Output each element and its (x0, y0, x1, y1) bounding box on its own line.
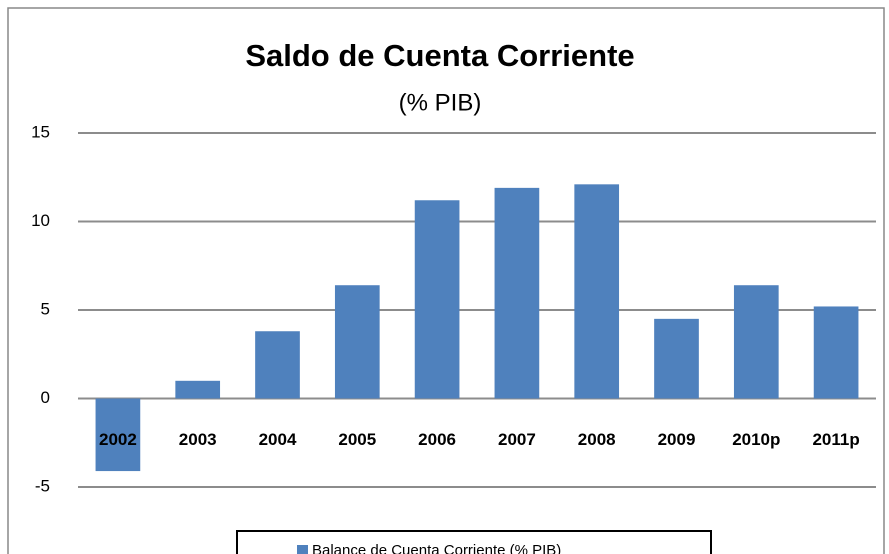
bar (494, 187, 540, 399)
x-tick-label: 2009 (658, 430, 696, 449)
bar (334, 285, 380, 399)
legend-box (236, 530, 712, 554)
chart-subtitle: (% PIB) (399, 89, 482, 116)
chart-title: Saldo de Cuenta Corriente (245, 38, 634, 73)
y-tick-label: -5 (35, 476, 50, 495)
bar (654, 318, 699, 399)
x-tick-label: 2006 (418, 430, 456, 449)
bar (175, 380, 221, 399)
legend-swatch (297, 545, 308, 554)
bar (733, 285, 779, 399)
x-tick-label: 2004 (259, 430, 297, 449)
legend-label: Balance de Cuenta Corriente (% PIB) (312, 542, 561, 554)
x-tick-label: 2002 (99, 430, 137, 449)
bar (813, 306, 859, 399)
y-tick-label: 0 (41, 388, 50, 407)
y-tick-label: 15 (31, 122, 50, 141)
x-tick-label: 2011p (812, 430, 859, 449)
bar (95, 398, 141, 472)
y-tick-label: 5 (41, 299, 50, 318)
bar (414, 200, 460, 399)
x-tick-label: 2010p (732, 430, 780, 449)
y-tick-label: 10 (31, 211, 50, 230)
x-tick-label: 2008 (578, 430, 616, 449)
x-tick-label: 2005 (338, 430, 376, 449)
bar (574, 184, 620, 399)
x-tick-label: 2003 (179, 430, 217, 449)
bar (255, 331, 300, 399)
x-tick-label: 2007 (498, 430, 536, 449)
